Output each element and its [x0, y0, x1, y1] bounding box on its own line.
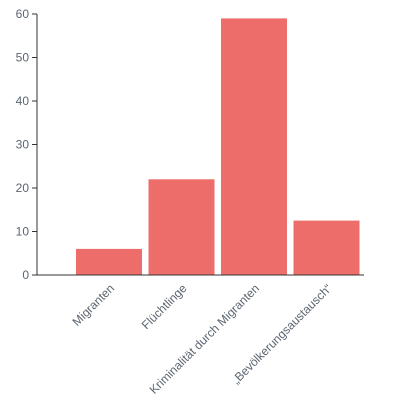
x-category-label: Flüchtlinge: [139, 281, 190, 332]
y-tick-label: 30: [16, 138, 30, 152]
bars-group: [76, 18, 360, 276]
y-tick-label: 0: [22, 268, 29, 282]
bar: [76, 248, 142, 275]
y-tick-label: 40: [16, 94, 30, 108]
x-category-label: Migranten: [69, 281, 117, 329]
y-tick-label: 10: [16, 225, 30, 239]
bar: [221, 18, 287, 276]
y-tick-label: 60: [16, 7, 30, 21]
y-tick-label: 20: [16, 181, 30, 195]
bar: [148, 179, 215, 275]
y-tick-label: 50: [16, 51, 30, 65]
y-ticks: 0 10 20 30 40 50 60: [16, 7, 37, 282]
bar: [293, 220, 360, 275]
